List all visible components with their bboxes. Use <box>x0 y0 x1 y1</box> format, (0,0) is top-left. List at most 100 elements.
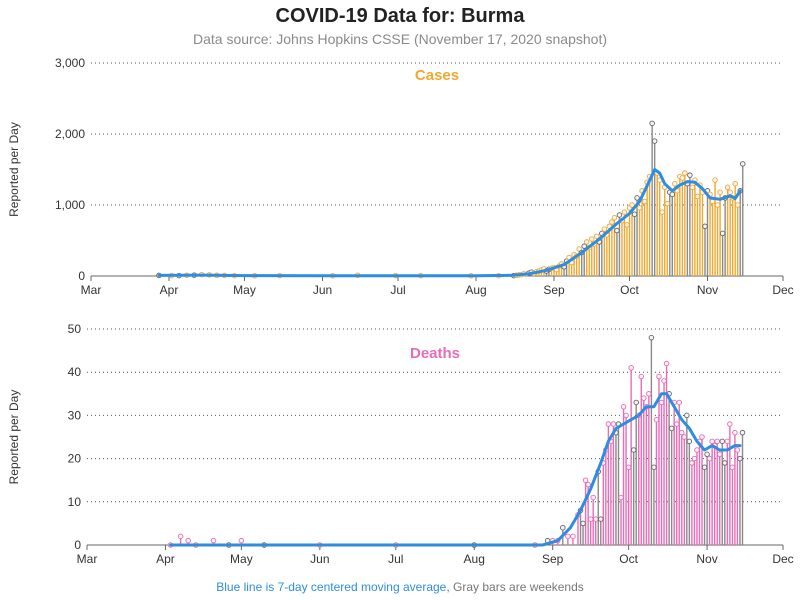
chart-0-point <box>694 193 701 200</box>
chart-0-xtick-label: Mar <box>81 283 102 297</box>
chart-0-point <box>589 236 595 242</box>
chart-0-point <box>601 226 608 232</box>
chart-1-point <box>699 434 705 440</box>
chart-0-point <box>672 180 678 187</box>
chart-1-point <box>681 434 688 440</box>
chart-1-point <box>737 455 743 462</box>
chart-0-point <box>689 184 696 190</box>
chart-1-ytick-label: 20 <box>68 452 82 466</box>
chart-0-point <box>649 120 655 127</box>
chart-1-point <box>689 460 695 466</box>
chart-1-xtick-label: Aug <box>464 552 485 566</box>
chart-1-point <box>620 404 627 410</box>
chart-0-point <box>717 189 723 195</box>
chart-0-point <box>616 212 623 218</box>
chart-1-point <box>580 520 586 527</box>
chart-1-point <box>676 399 682 406</box>
chart-0-point <box>614 227 620 234</box>
chart-1-point <box>238 537 245 544</box>
chart-1-xtick-label: Oct <box>619 552 638 566</box>
chart-1-xtick-label: May <box>230 552 253 566</box>
chart-1-point <box>625 464 632 470</box>
chart-0-point <box>634 195 640 201</box>
chart-1-point <box>704 451 710 458</box>
chart-1-point <box>177 533 184 540</box>
chart-0-xtick-label: Aug <box>465 283 486 297</box>
chart-0-point <box>636 205 643 211</box>
chart-0-point <box>629 202 635 208</box>
chart-1-point <box>565 533 571 540</box>
chart-0-xtick-label: Apr <box>160 283 179 297</box>
chart-1-point <box>714 438 720 445</box>
chart-0-point <box>732 180 738 187</box>
chart-1-point <box>694 447 700 453</box>
chart-1-point <box>739 429 746 436</box>
chart-1-point <box>722 460 728 466</box>
chart-0-xtick-label: May <box>233 283 256 297</box>
chart-1-point <box>701 464 708 470</box>
chart-1-ytick-label: 40 <box>68 365 82 379</box>
chart-1-point <box>668 425 675 432</box>
chart-0-point <box>679 175 686 181</box>
chart-0-ytick-label: 2,000 <box>55 127 85 141</box>
chart-1-point <box>590 494 596 501</box>
cases-chart: 0 1,000 2,000 3,000 Reported per Day Mar Apr Ma… <box>7 56 794 297</box>
chart-1-xtick-label: Mar <box>77 552 98 566</box>
chart-1-ytick-label: 50 <box>68 322 82 336</box>
chart-0-point <box>664 200 670 207</box>
chart-0-xtick-label: Nov <box>697 283 718 297</box>
chart-1-point <box>582 477 589 483</box>
chart-1-point <box>185 537 191 544</box>
chart-1-point <box>560 524 566 531</box>
chart-0-point <box>621 209 628 215</box>
chart-1-point <box>592 516 599 522</box>
chart-0-point <box>687 172 693 178</box>
chart-1-point <box>709 438 715 445</box>
chart-0-point <box>609 219 615 225</box>
chart-0-point <box>682 170 688 176</box>
page-title: COVID-19 Data for: Burma <box>275 5 525 27</box>
chart-1-point <box>679 429 685 436</box>
chart-1-point <box>734 447 741 453</box>
chart-1-point <box>691 455 698 462</box>
chart-1-point <box>684 412 690 419</box>
moving-average-note: Blue line is 7-day centered moving avera… <box>216 580 450 594</box>
chart-0-point <box>583 239 590 245</box>
chart-0-point <box>659 209 665 215</box>
deaths-chart: 0 10 20 30 40 50 Reported per Day Mar Apr May Jun J… <box>7 322 794 566</box>
chart-1-point <box>610 421 617 427</box>
chart-1-point <box>673 421 680 427</box>
chart-0-ytick-label: 1,000 <box>55 198 85 212</box>
chart-0-xtick-label: Oct <box>620 283 639 297</box>
chart-0-point <box>624 222 630 228</box>
chart-1-point <box>727 421 733 427</box>
chart-1-point <box>656 373 662 380</box>
chart-1-point <box>605 421 612 427</box>
chart-1-ytick-label: 30 <box>68 408 82 422</box>
chart-0-xtick-label: Sep <box>543 283 565 297</box>
weekend-note: Gray bars are weekends <box>453 580 584 594</box>
chart-1-point <box>210 537 217 544</box>
chart-0-xtick-label: Jul <box>390 283 405 297</box>
footer-note: Blue line is 7-day centered moving avera… <box>0 580 800 594</box>
chart-1-point <box>686 438 693 445</box>
chart-0-moving-average-line <box>157 168 742 278</box>
chart-1-point <box>646 391 652 397</box>
chart-0-point <box>734 202 741 208</box>
chart-0-point <box>581 243 587 249</box>
chart-0-point <box>611 215 618 221</box>
chart-1-point <box>638 373 645 380</box>
chart-1-point <box>585 481 591 488</box>
chart-1-point <box>716 451 723 458</box>
chart-1-point <box>663 360 670 367</box>
chart-0-xtick-label: Jun <box>313 283 332 297</box>
chart-1-ytick-label: 10 <box>68 495 82 509</box>
chart-0-point <box>727 189 733 195</box>
chart-0-point <box>631 211 638 217</box>
chart-0-point <box>669 191 676 198</box>
chart-0-ytick-label: 3,000 <box>55 56 85 70</box>
page-subtitle: Data source: Johns Hopkins CSSE (Novembe… <box>193 31 607 47</box>
chart-1-point <box>628 365 634 371</box>
chart-1-point <box>641 395 647 401</box>
